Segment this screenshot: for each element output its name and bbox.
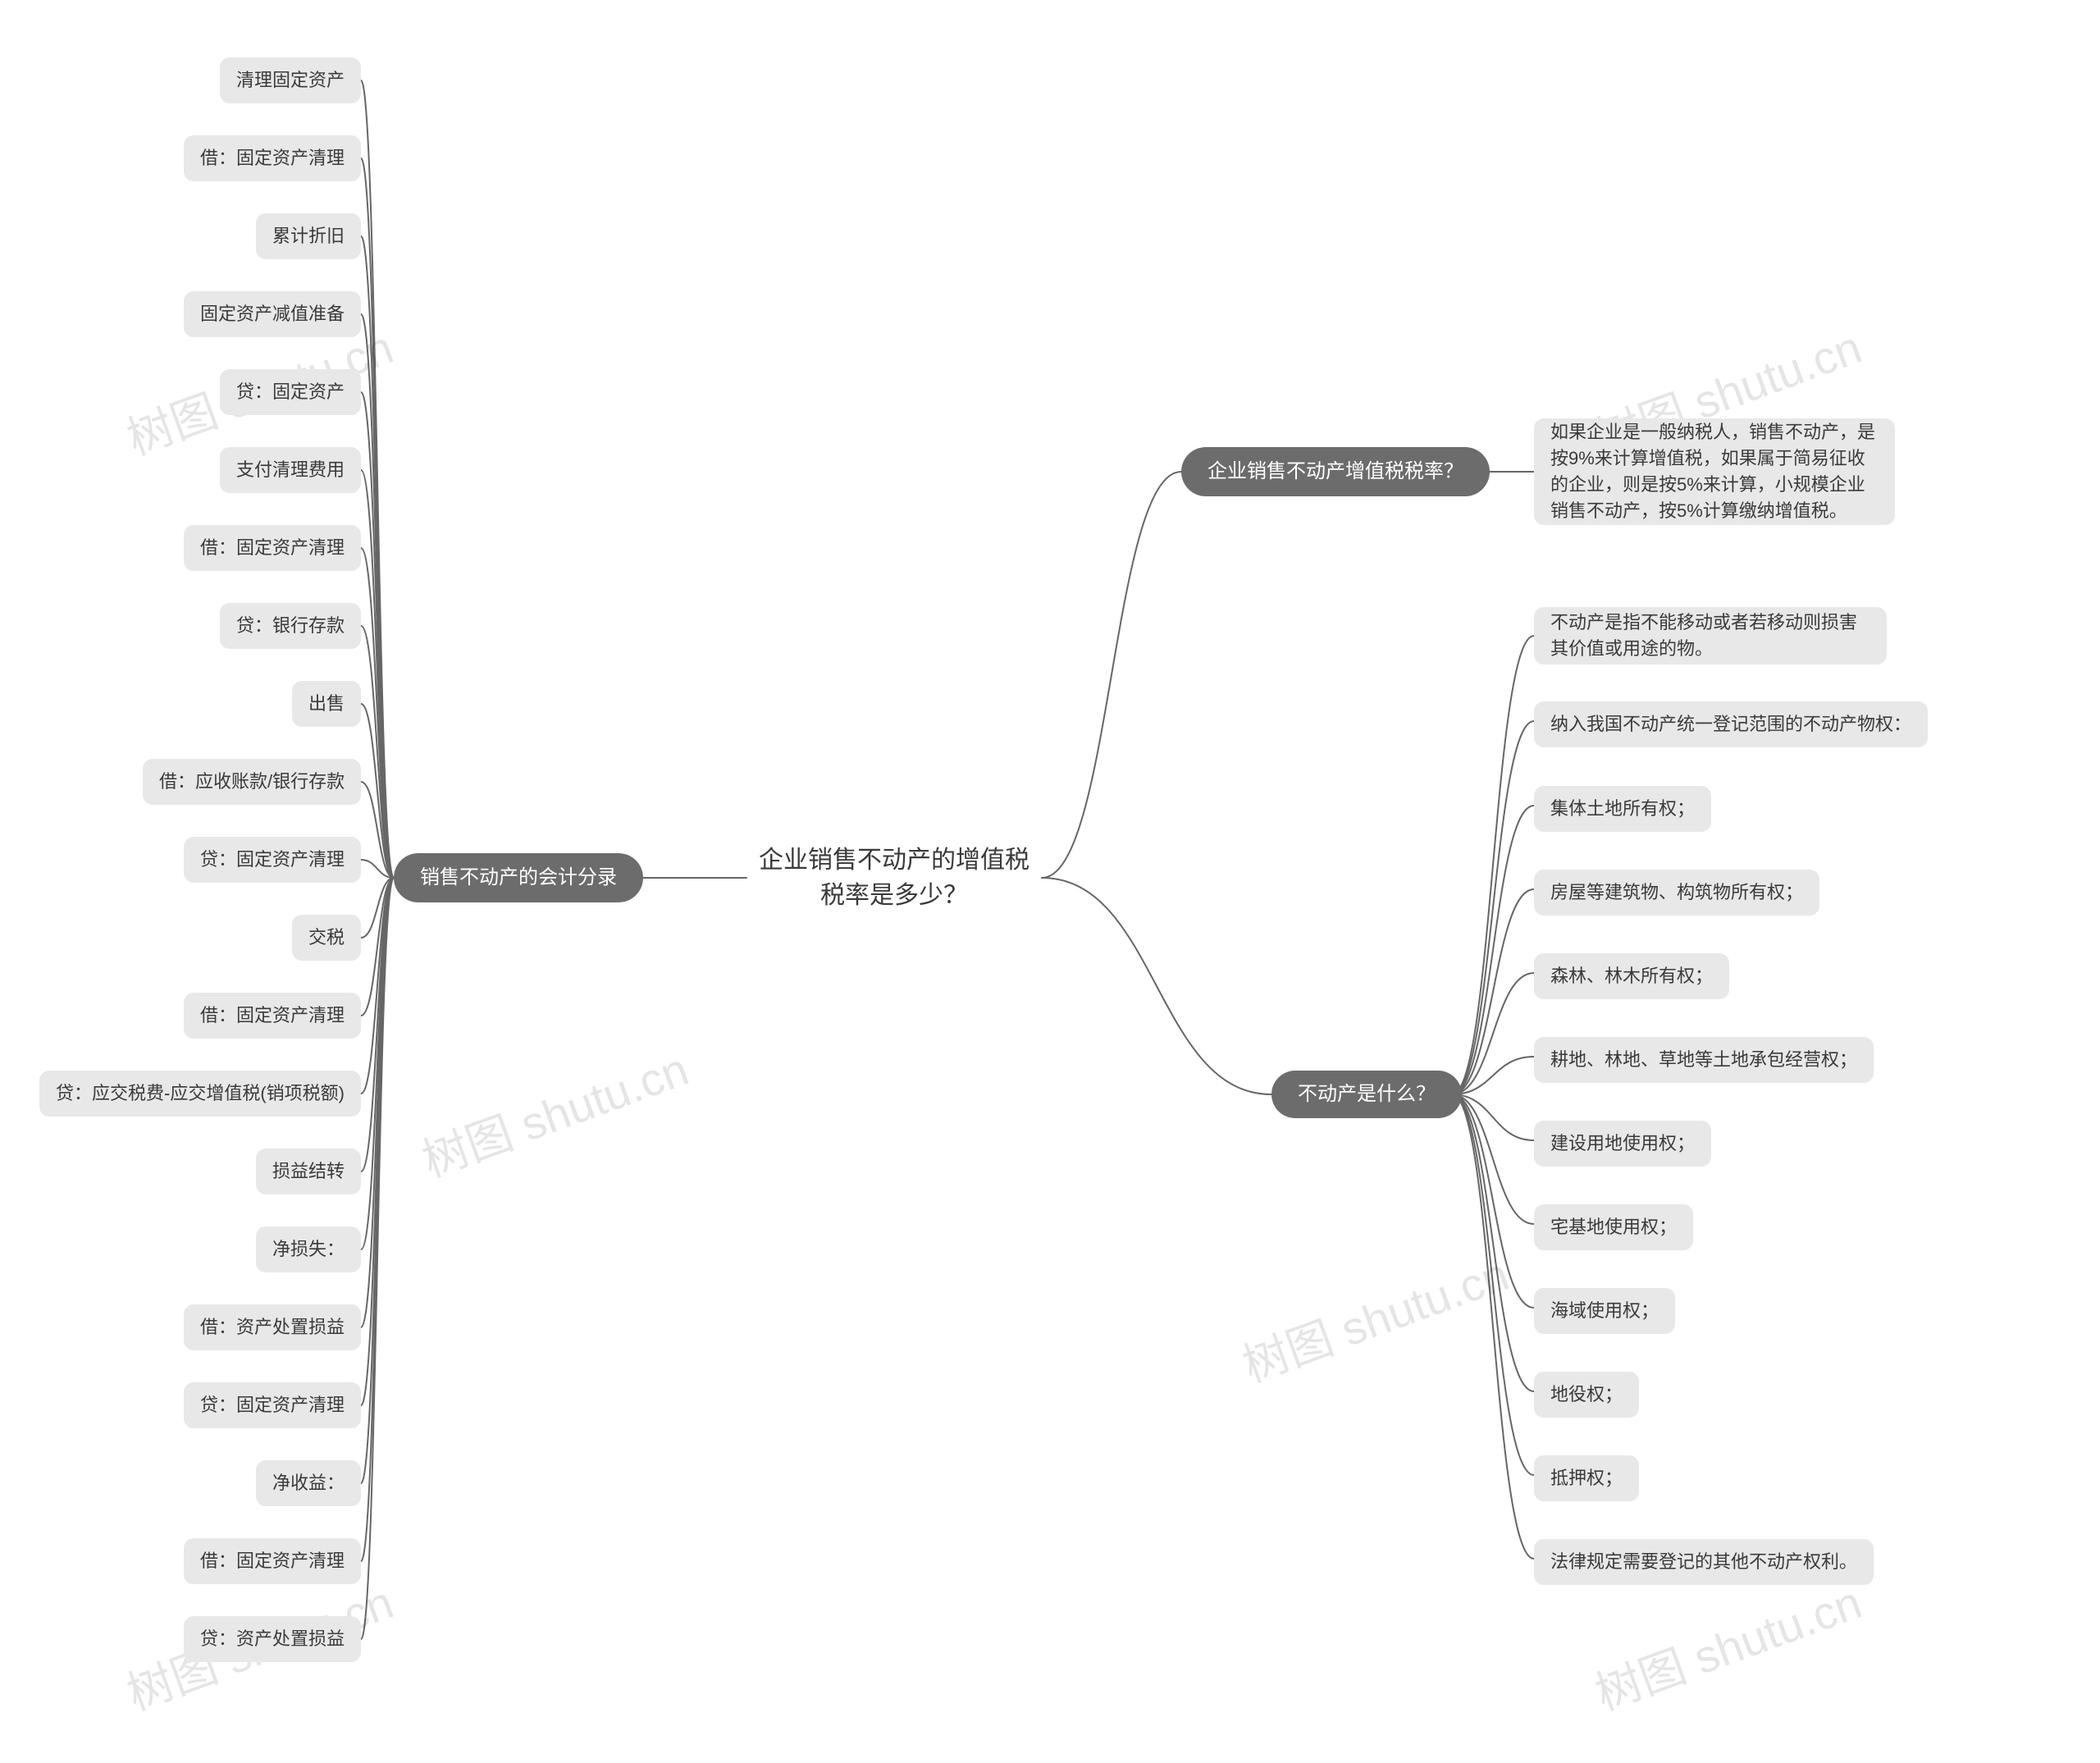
l-e-15: 损益结转 [256, 1149, 361, 1194]
l-e-16: 净损失： [256, 1226, 361, 1272]
b-rate: 企业销售不动产增值税税率？ [1181, 447, 1490, 496]
l-e-4: 固定资产减值准备 [184, 291, 361, 337]
l-w-3: 集体土地所有权； [1534, 786, 1711, 832]
b-entries: 销售不动产的会计分录 [394, 853, 643, 902]
l-e-5: 贷：固定资产 [220, 369, 361, 415]
watermark: 树图 shutu.cn [1585, 1566, 1869, 1724]
l-w-6: 耕地、林地、草地等土地承包经营权； [1534, 1037, 1874, 1083]
l-e-7: 借：固定资产清理 [184, 525, 361, 571]
l-w-4: 房屋等建筑物、构筑物所有权； [1534, 870, 1819, 916]
l-w-7: 建设用地使用权； [1534, 1121, 1711, 1167]
l-e-6: 支付清理费用 [220, 447, 361, 493]
l-e-10: 借：应收账款/银行存款 [143, 759, 361, 805]
l-e-12: 交税 [292, 915, 361, 961]
root-node: 企业销售不动产的增值税 税率是多少？ [746, 841, 1042, 915]
l-e-17: 借：资产处置损益 [184, 1304, 361, 1350]
l-e-11: 贷：固定资产清理 [184, 837, 361, 883]
l-w-1: 不动产是指不能移动或者若移动则损害其价值或用途的物。 [1534, 607, 1887, 665]
l-e-18: 贷：固定资产清理 [184, 1382, 361, 1428]
l-w-5: 森林、林木所有权； [1534, 953, 1729, 999]
l-e-1: 清理固定资产 [220, 57, 361, 103]
b-what: 不动产是什么？ [1271, 1071, 1462, 1118]
l-e-13: 借：固定资产清理 [184, 993, 361, 1039]
l-w-12: 法律规定需要登记的其他不动产权利。 [1534, 1539, 1874, 1585]
l-e-14: 贷：应交税费-应交增值税(销项税额) [39, 1071, 361, 1117]
l-rate-1: 如果企业是一般纳税人，销售不动产，是按9%来计算增值税，如果属于简易征收的企业，… [1534, 418, 1895, 525]
l-e-9: 出售 [292, 681, 361, 727]
l-w-9: 海域使用权； [1534, 1288, 1675, 1334]
l-e-8: 贷：银行存款 [220, 603, 361, 649]
l-e-2: 借：固定资产清理 [184, 135, 361, 181]
l-w-8: 宅基地使用权； [1534, 1204, 1693, 1250]
l-w-10: 地役权； [1534, 1372, 1639, 1418]
watermark: 树图 shutu.cn [412, 1033, 696, 1190]
l-e-3: 累计折旧 [256, 213, 361, 259]
mindmap-canvas: 企业销售不动产的增值税 税率是多少？ 树图 shutu.cn 树图 shutu.cn… [0, 0, 2100, 1763]
l-e-21: 贷：资产处置损益 [184, 1616, 361, 1662]
watermark: 树图 shutu.cn [1232, 1238, 1517, 1395]
l-e-20: 借：固定资产清理 [184, 1538, 361, 1584]
l-w-2: 纳入我国不动产统一登记范围的不动产物权： [1534, 701, 1928, 747]
l-w-11: 抵押权； [1534, 1455, 1639, 1501]
l-e-19: 净收益： [256, 1460, 361, 1506]
